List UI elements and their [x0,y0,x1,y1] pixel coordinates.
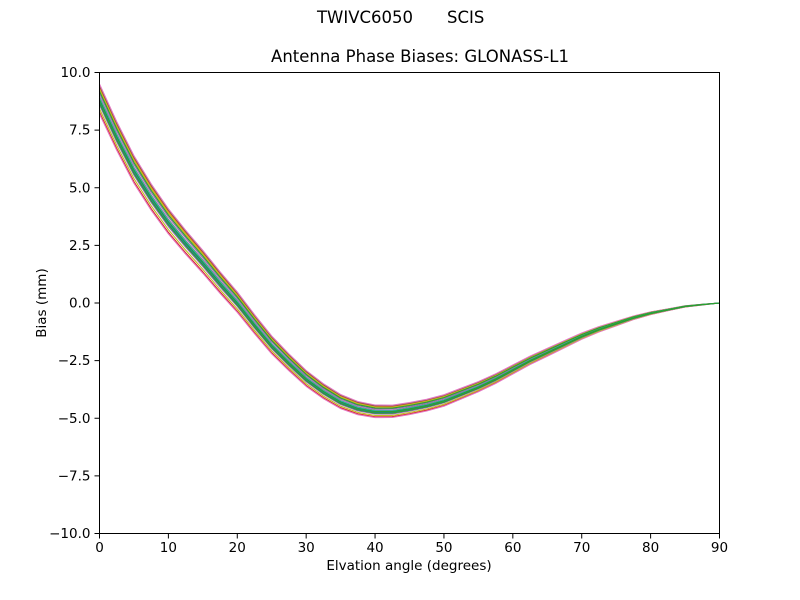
series-line-11 [98,90,721,409]
x-tick-label: 70 [573,540,590,556]
x-tick-label: 80 [642,540,659,556]
plot-border [99,72,720,534]
y-tick-label: 2.5 [69,238,90,254]
x-tick-label: 30 [298,540,315,556]
y-tick-label: −10.0 [49,526,90,542]
x-tick-label: 20 [229,540,246,556]
series-group [98,83,721,419]
y-tick-label: −2.5 [58,353,91,369]
y-tick-label: 5.0 [69,180,90,196]
series-line-07 [98,108,721,417]
series-line-05 [98,113,721,419]
axes-group: 0 10 20 30 40 50 60 70 80 90 10.0 7.5 5.0 2.5 0.0 −2.5 −… [49,65,728,556]
x-axis-label: Elvation angle (degrees) [326,558,491,574]
x-tick-label: 50 [435,540,452,556]
y-tick-label: −7.5 [58,468,91,484]
x-tick-label: 40 [366,540,383,556]
y-tick-label: 10.0 [60,65,90,81]
y-tick-label: 7.5 [69,123,90,139]
series-line-04 [98,83,721,406]
axes-title: Antenna Phase Biases: GLONASS-L1 [271,47,569,66]
series-line-02 [98,86,721,408]
y-axis-label: Bias (mm) [34,268,50,337]
series-line-16 [98,99,721,413]
y-tick-label: −5.0 [58,411,91,427]
series-line-14 [98,99,721,413]
suptitle-code: SCIS [447,8,484,27]
x-tick-label: 10 [160,540,177,556]
suptitle-station: TWIVC6050 [316,8,413,27]
series-line-01 [98,111,721,418]
x-tick-label: 90 [711,540,728,556]
y-tick-label: 0.0 [69,296,90,312]
x-tick-label: 60 [504,540,521,556]
x-tick-label: 0 [95,540,104,556]
